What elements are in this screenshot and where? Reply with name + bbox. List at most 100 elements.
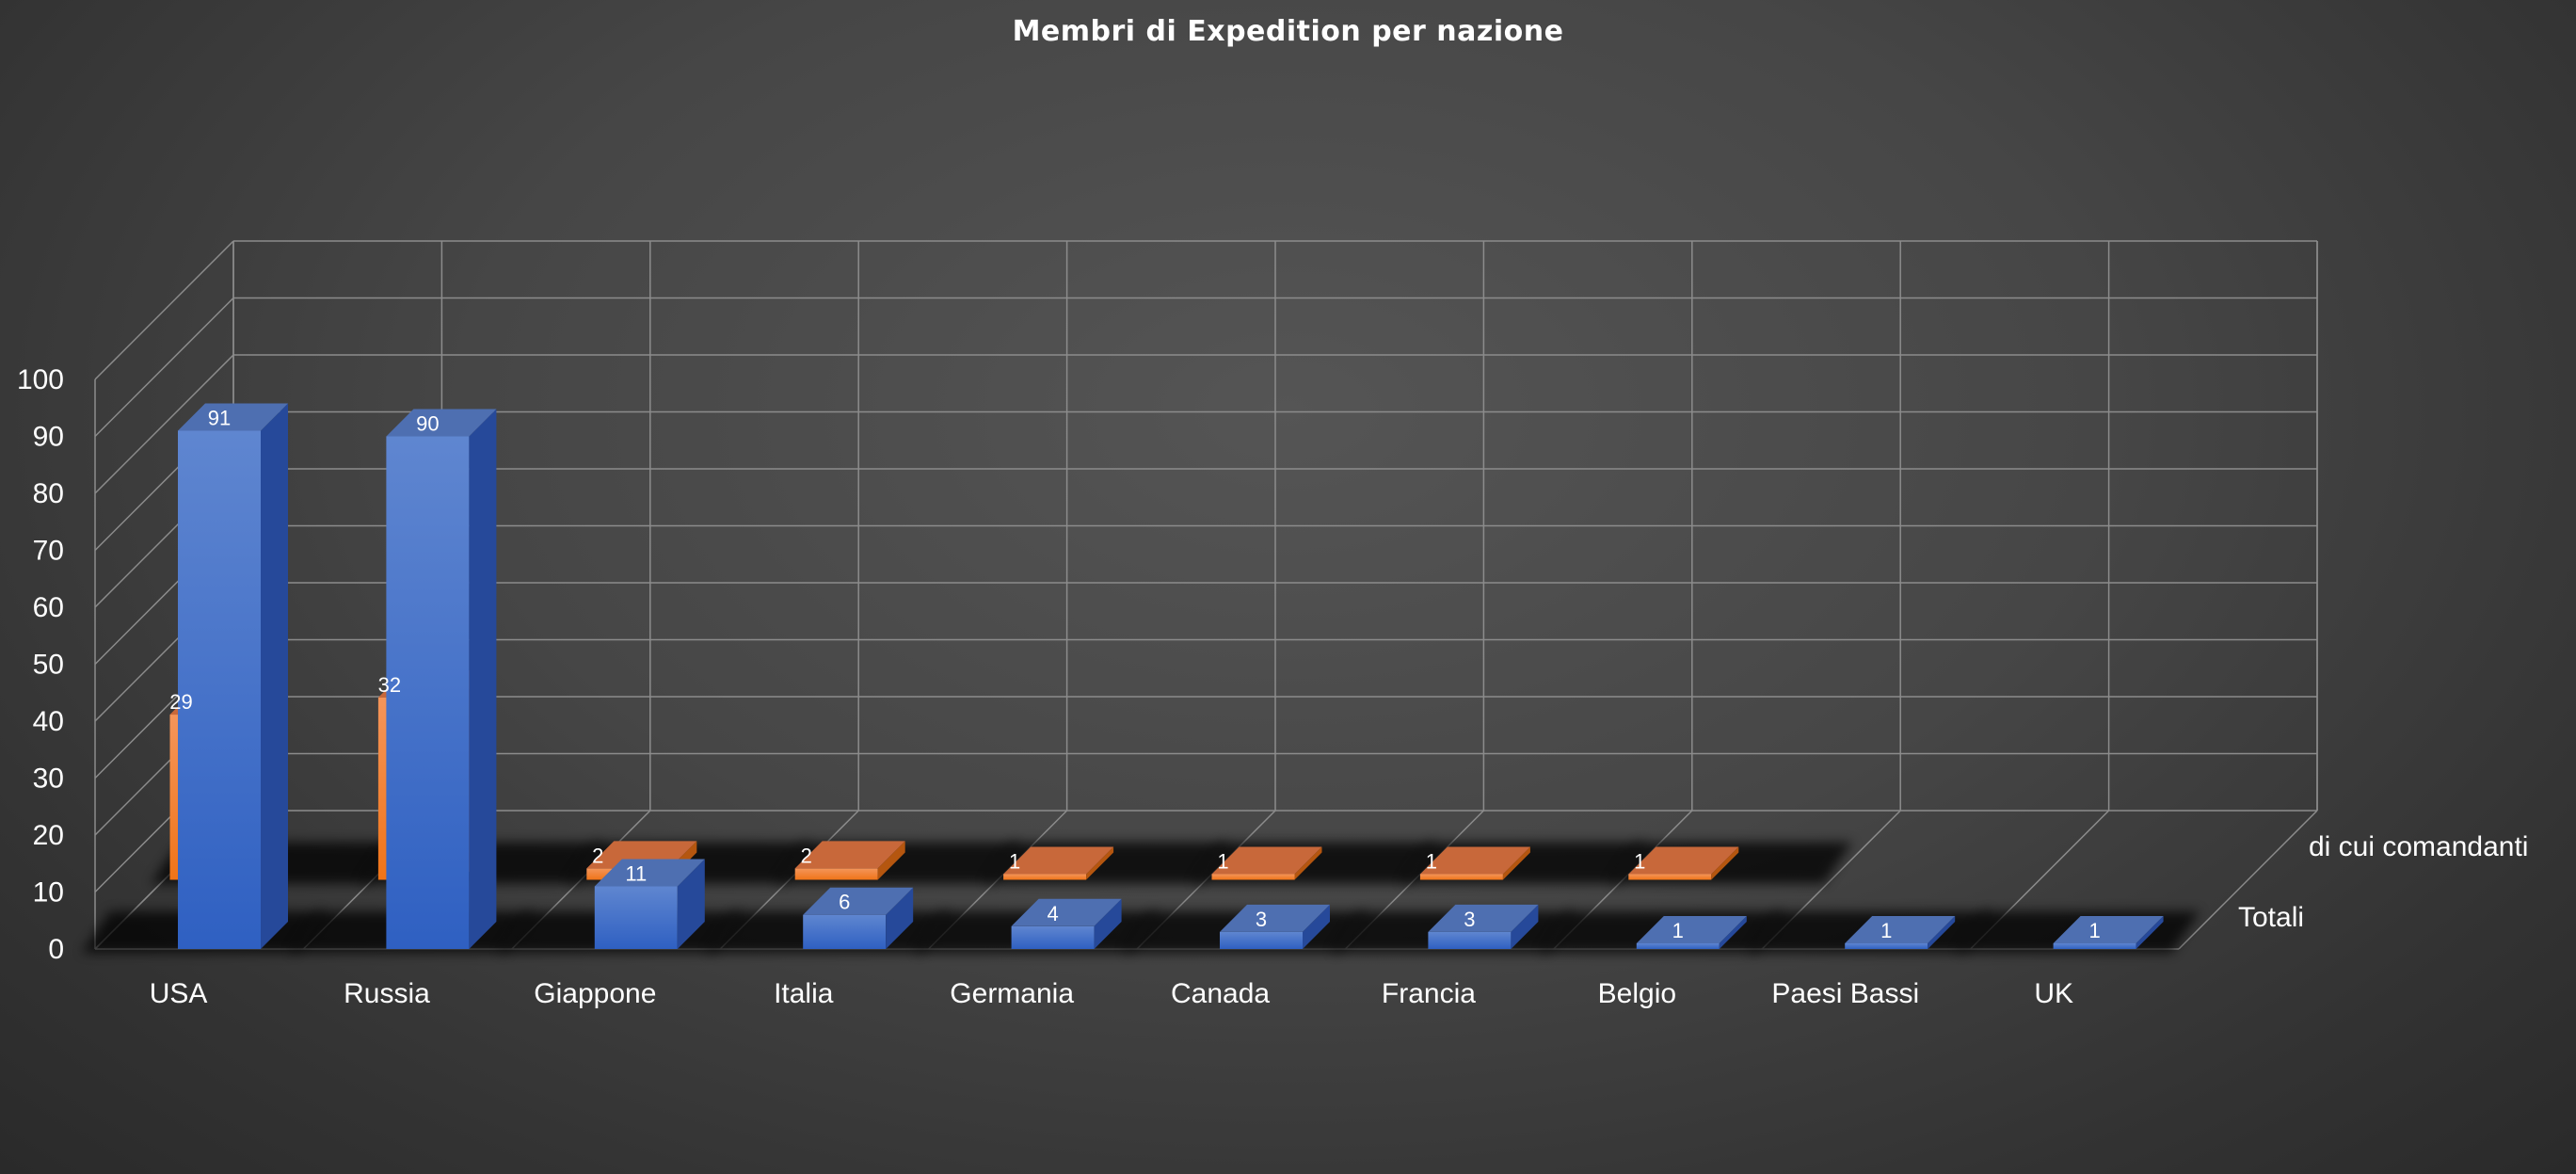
bar-totali-belgio xyxy=(1636,915,1747,949)
bar-side-face xyxy=(1094,898,1122,949)
bar-totali-russia xyxy=(386,409,497,949)
x-tick-label: Francia xyxy=(1382,978,1476,1009)
bar-totali-canada xyxy=(1220,904,1330,949)
bar-top-face xyxy=(1003,846,1114,875)
bar-front-face xyxy=(803,914,887,949)
data-label: 4 xyxy=(1047,902,1058,925)
bar-di-cui-comandanti-germania xyxy=(1003,846,1114,880)
bar-totali-paesi-bassi xyxy=(1845,915,1956,949)
bar-totali-francia xyxy=(1428,904,1539,949)
bar-top-face xyxy=(1636,915,1747,943)
chart-title: Membri di Expedition per nazione xyxy=(1012,15,1564,48)
bar-side-face xyxy=(886,887,914,949)
data-label: 91 xyxy=(208,406,231,429)
x-tick-label: Belgio xyxy=(1598,978,1676,1009)
bar-top-face xyxy=(1220,904,1330,932)
bar-front-face xyxy=(594,886,678,949)
bar-side-face xyxy=(1086,846,1114,880)
data-label: 2 xyxy=(592,844,603,867)
data-label: 32 xyxy=(378,673,401,697)
data-label: 29 xyxy=(169,690,192,714)
data-label: 1 xyxy=(1634,849,1645,873)
bar-di-cui-comandanti-francia xyxy=(1419,846,1530,880)
bar-totali-germania xyxy=(1011,898,1122,949)
bar-top-face xyxy=(1628,846,1739,875)
bar-side-face xyxy=(877,841,905,880)
bar-side-face xyxy=(2136,915,2164,949)
bar-top-face xyxy=(1428,904,1539,932)
bar-totali-uk xyxy=(2053,915,2164,949)
bar-di-cui-comandanti-belgio xyxy=(1628,846,1739,880)
bar-front-face xyxy=(386,436,470,949)
bar-front-face xyxy=(1845,942,1928,949)
bar-front-face xyxy=(1211,874,1295,880)
data-label: 1 xyxy=(1880,919,1892,942)
bar-top-face xyxy=(594,859,705,887)
data-label: 1 xyxy=(1426,849,1437,873)
bar-side-face xyxy=(1711,846,1739,880)
y-tick-label: 20 xyxy=(33,820,64,851)
bar-side-face xyxy=(1928,915,1956,949)
data-label: 1 xyxy=(1217,849,1228,873)
bar-side-face xyxy=(469,409,497,949)
data-label: 3 xyxy=(1256,908,1267,931)
data-label: 1 xyxy=(1672,919,1684,942)
bar-top-face xyxy=(2053,915,2164,943)
bar-totali-usa xyxy=(178,403,288,949)
bar-top-face xyxy=(386,409,497,437)
data-label: 1 xyxy=(2088,919,2100,942)
bar-front-face xyxy=(178,430,261,949)
bar-totali-giappone xyxy=(594,859,705,949)
y-tick-label: 40 xyxy=(33,706,64,737)
bar-side-face xyxy=(261,403,288,949)
bar-front-face xyxy=(1003,874,1087,880)
series-label-totali: Totali xyxy=(2238,902,2304,933)
x-tick-label: Giappone xyxy=(534,978,656,1009)
data-label: 6 xyxy=(839,891,850,914)
bar-di-cui-comandanti-canada xyxy=(1211,846,1322,880)
data-label: 1 xyxy=(1009,849,1020,873)
side-gridline xyxy=(94,354,234,494)
y-tick-label: 80 xyxy=(33,478,64,509)
bar-side-face xyxy=(1719,915,1747,949)
bar-front-face xyxy=(1419,874,1503,880)
bar-side-face xyxy=(677,859,705,949)
bar-top-face xyxy=(1211,846,1322,875)
bar-front-face xyxy=(794,868,878,880)
x-tick-label: Italia xyxy=(774,978,834,1009)
bar-front-face xyxy=(1428,931,1512,949)
data-label: 3 xyxy=(1464,908,1475,931)
y-tick-label: 60 xyxy=(33,592,64,623)
floor-gridline xyxy=(2178,810,2318,950)
bar-side-face xyxy=(1303,904,1330,949)
bar-top-face xyxy=(803,887,914,915)
bar-side-face xyxy=(1511,904,1539,949)
x-tick-label: USA xyxy=(150,978,208,1009)
bar-top-face xyxy=(1419,846,1530,875)
y-tick-label: 30 xyxy=(33,764,64,795)
bar-totali-italia xyxy=(803,887,914,949)
bar-front-face xyxy=(1628,874,1712,880)
bar-side-face xyxy=(1294,846,1322,880)
bar-top-face xyxy=(1011,898,1122,926)
data-label: 90 xyxy=(416,412,439,436)
y-tick-label: 0 xyxy=(48,934,64,965)
x-tick-label: Paesi Bassi xyxy=(1771,978,1919,1009)
data-label: 11 xyxy=(625,861,647,885)
front-series-layer xyxy=(178,403,2164,949)
x-tick-label: Russia xyxy=(344,978,430,1009)
bar-top-face xyxy=(178,403,288,431)
side-gridline xyxy=(94,240,234,380)
y-tick-label: 90 xyxy=(33,422,64,453)
series-label-di-cui-comandanti: di cui comandanti xyxy=(2309,831,2528,862)
side-gridline xyxy=(94,297,234,438)
x-tick-label: UK xyxy=(2034,978,2073,1009)
bar-top-face xyxy=(794,841,905,869)
bar-front-face xyxy=(1220,931,1303,949)
bar-di-cui-comandanti-italia xyxy=(794,841,905,880)
bar-front-face xyxy=(2053,942,2136,949)
y-tick-label: 70 xyxy=(33,536,64,567)
